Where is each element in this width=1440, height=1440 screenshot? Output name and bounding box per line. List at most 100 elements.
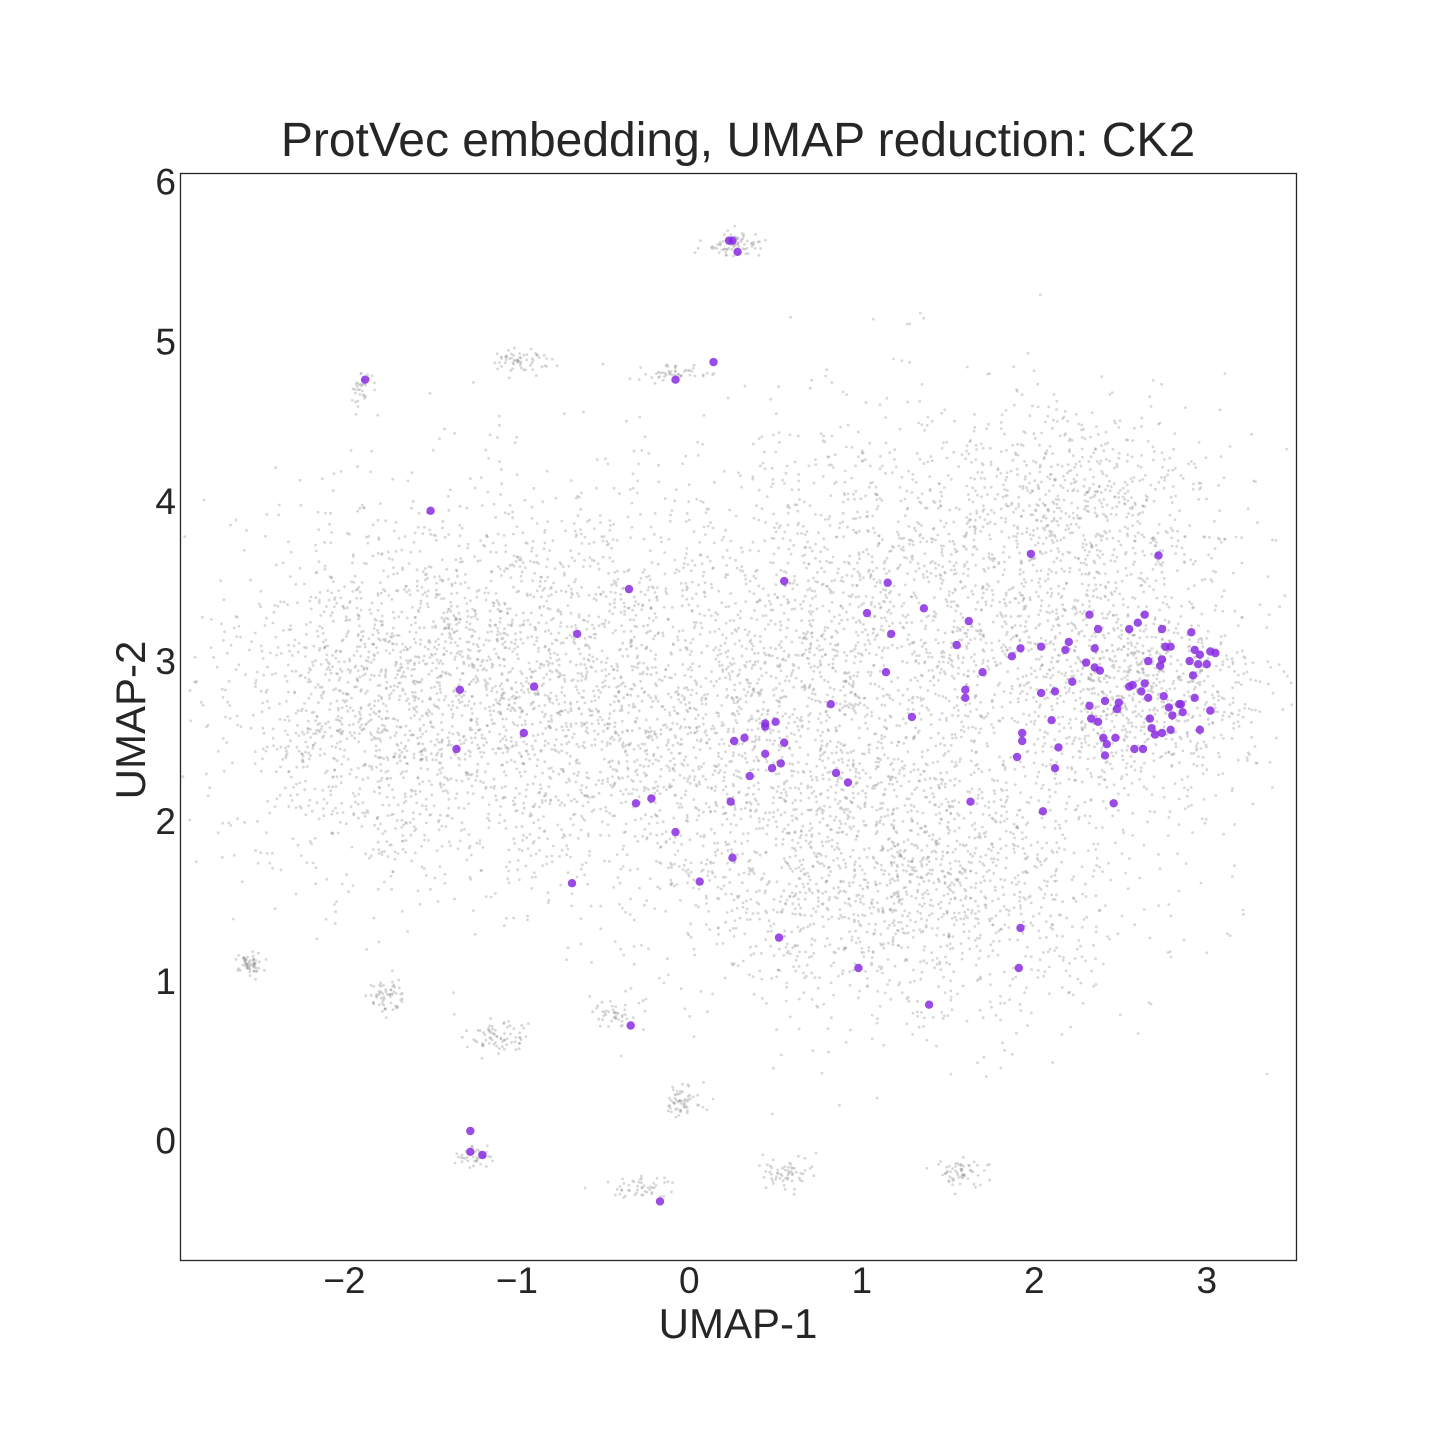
background-point: [327, 598, 331, 602]
background-point: [423, 525, 426, 529]
background-point: [498, 423, 501, 427]
background-point: [895, 780, 899, 784]
background-point: [492, 709, 496, 713]
background-point: [800, 863, 803, 867]
background-point: [395, 725, 399, 728]
background-point: [1022, 571, 1025, 574]
background-point: [970, 909, 974, 912]
background-point: [892, 891, 896, 895]
background-point: [892, 861, 896, 864]
background-point: [468, 875, 472, 879]
background-point: [773, 739, 776, 743]
background-point: [715, 679, 718, 683]
background-point: [643, 435, 647, 439]
background-point: [685, 597, 689, 601]
background-point: [378, 638, 382, 642]
background-point: [786, 862, 790, 865]
background-point: [279, 745, 283, 749]
background-point: [267, 706, 271, 710]
background-point: [598, 514, 602, 517]
background-point: [901, 693, 905, 697]
background-point: [871, 631, 875, 635]
background-point: [1034, 751, 1037, 755]
background-point: [659, 728, 663, 731]
background-point: [722, 742, 726, 746]
background-point: [428, 697, 431, 701]
background-point: [361, 811, 365, 815]
background-point: [419, 602, 423, 606]
background-point: [937, 641, 940, 645]
background-point: [385, 680, 389, 684]
background-point: [945, 961, 948, 964]
background-point: [380, 552, 383, 556]
background-point: [720, 823, 724, 827]
background-point: [421, 593, 425, 596]
background-point: [795, 716, 799, 720]
background-point: [482, 643, 486, 647]
background-point: [852, 704, 856, 708]
background-point: [973, 886, 977, 890]
background-point: [333, 757, 337, 761]
background-point: [779, 895, 783, 898]
background-point: [518, 706, 521, 709]
background-point: [519, 637, 523, 641]
background-point: [726, 861, 729, 865]
background-point: [719, 644, 723, 648]
background-point: [384, 673, 387, 677]
background-point: [733, 808, 737, 811]
background-point: [379, 619, 382, 623]
background-point: [683, 1007, 687, 1011]
background-point: [431, 654, 434, 657]
background-point: [724, 676, 728, 680]
background-point: [506, 633, 510, 637]
background-point: [841, 500, 845, 504]
background-point: [929, 723, 933, 726]
background-point: [785, 861, 789, 865]
background-point: [501, 717, 505, 721]
background-point: [678, 727, 682, 730]
background-point: [316, 510, 320, 514]
background-point: [340, 882, 344, 886]
background-point: [401, 642, 404, 646]
background-point: [565, 844, 568, 848]
background-point: [709, 810, 713, 814]
background-point: [400, 665, 404, 669]
background-point: [811, 692, 814, 695]
background-point: [500, 694, 504, 697]
background-point: [769, 646, 773, 650]
background-point: [585, 673, 588, 677]
background-point: [849, 1028, 852, 1032]
background-point: [816, 728, 820, 732]
background-point: [537, 704, 541, 708]
background-point: [450, 725, 454, 728]
background-point: [939, 777, 943, 781]
background-point: [476, 743, 479, 747]
background-point: [464, 738, 468, 742]
background-point: [468, 628, 471, 631]
background-point: [1023, 882, 1027, 885]
background-point: [579, 917, 583, 920]
background-point: [698, 612, 702, 616]
background-point: [498, 414, 501, 418]
background-point: [1051, 928, 1054, 931]
background-point: [455, 792, 459, 796]
background-point: [552, 651, 556, 655]
background-point: [569, 722, 573, 726]
background-point: [810, 635, 814, 639]
background-point: [597, 709, 600, 713]
background-point: [315, 715, 319, 719]
background-point: [620, 704, 624, 708]
background-point: [648, 726, 652, 730]
background-point: [568, 779, 572, 783]
background-point: [958, 638, 962, 642]
background-point: [647, 616, 651, 620]
background-point: [236, 817, 240, 821]
background-point: [402, 670, 406, 674]
background-point: [586, 658, 590, 661]
background-point: [574, 722, 578, 725]
background-point: [513, 642, 517, 646]
background-point: [775, 975, 778, 979]
background-point: [510, 621, 514, 625]
background-point: [1099, 726, 1103, 730]
background-point: [757, 817, 761, 820]
